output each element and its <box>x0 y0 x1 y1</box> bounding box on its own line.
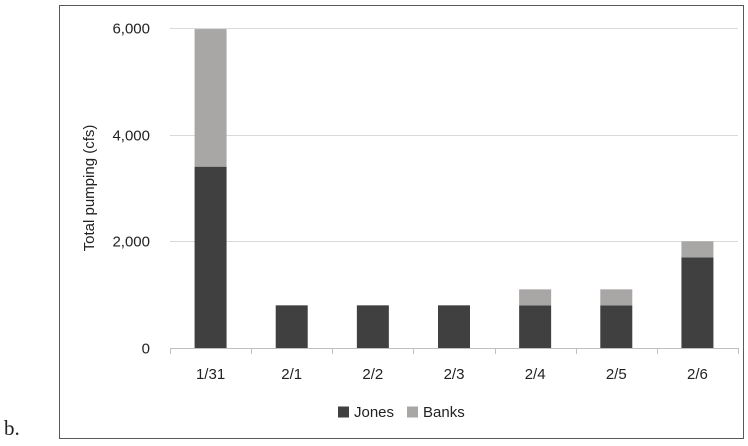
x-tick-label: 2/2 <box>362 366 383 383</box>
x-tick-label: 2/5 <box>606 366 627 383</box>
bar-banks <box>194 29 227 167</box>
x-tick-label: 2/3 <box>444 366 465 383</box>
bar-jones <box>275 305 308 348</box>
y-axis-label: Total pumping (cfs) <box>81 125 98 252</box>
bar-jones <box>356 305 389 348</box>
bar-banks <box>519 289 552 306</box>
legend-swatch-banks <box>407 406 418 418</box>
bar-jones <box>194 166 227 348</box>
chart-border <box>59 5 744 439</box>
legend: Jones Banks <box>338 404 465 421</box>
gridlines <box>170 28 738 242</box>
x-tick-label: 2/4 <box>525 366 546 383</box>
legend-label-jones: Jones <box>354 404 394 421</box>
bar-jones <box>519 305 552 348</box>
panel-label: b. <box>4 416 20 440</box>
x-tick-label: 2/1 <box>281 366 302 383</box>
y-tick-label: 6,000 <box>112 21 150 38</box>
x-tick-label: 1/31 <box>196 366 225 383</box>
legend-label-banks: Banks <box>423 404 465 421</box>
bar-jones <box>600 305 633 348</box>
bar-banks <box>600 289 633 306</box>
x-tick-label: 2/6 <box>687 366 708 383</box>
y-tick-label: 0 <box>142 341 150 358</box>
y-tick-label: 2,000 <box>112 234 150 251</box>
axes: 0 2,000 4,000 6,000 1/31 2/1 2/2 2/3 2/4 2/5 2/6 <box>112 21 739 383</box>
bar-jones <box>438 305 470 348</box>
bars <box>194 29 714 348</box>
legend-swatch-jones <box>338 406 349 418</box>
y-tick-label: 4,000 <box>112 128 150 145</box>
bar-banks <box>681 241 714 258</box>
bar-jones <box>681 257 714 348</box>
